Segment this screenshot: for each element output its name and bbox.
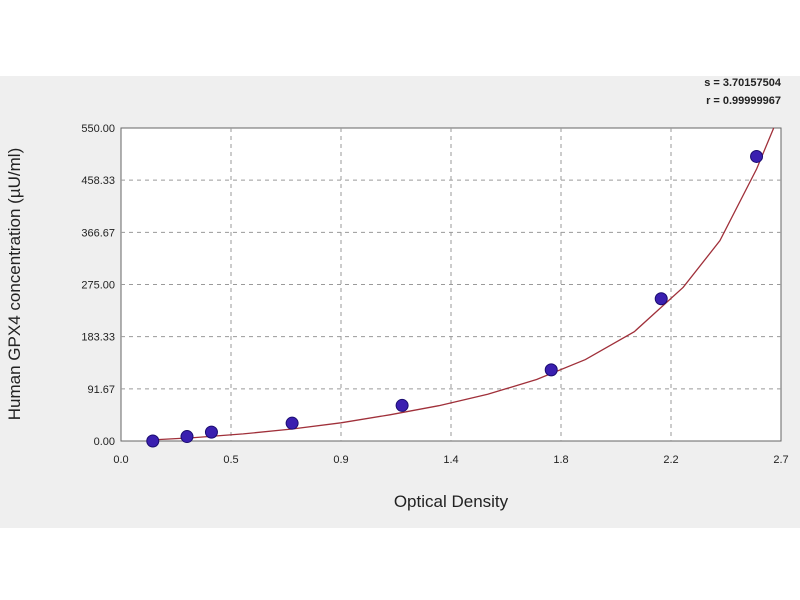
- stats-s-value: s = 3.70157504: [704, 77, 782, 89]
- data-points: [146, 149, 764, 448]
- x-tick-label: 0.5: [223, 454, 238, 466]
- data-point: [750, 149, 764, 163]
- y-tick-label: 366.67: [81, 227, 115, 239]
- x-axis-title: Optical Density: [394, 492, 509, 511]
- y-tick-label: 183.33: [81, 332, 115, 344]
- grid-lines: [121, 128, 781, 441]
- y-tick-label: 458.33: [81, 175, 115, 187]
- data-point: [146, 434, 160, 448]
- y-axis-title: Human GPX4 concentration (µU/ml): [5, 148, 24, 420]
- data-point: [654, 292, 668, 306]
- y-tick-label: 0.00: [94, 436, 115, 448]
- x-tick-label: 1.4: [443, 454, 458, 466]
- chart-svg: s = 3.70157504 r = 0.99999967 0.0 0.5 0.9 1…: [5, 77, 789, 511]
- y-tick-label: 91.67: [87, 384, 115, 396]
- x-tick-labels: 0.0 0.5 0.9 1.4 1.8 2.2 2.7: [113, 454, 788, 466]
- y-tick-label: 550.00: [81, 123, 115, 135]
- x-tick-label: 0.0: [113, 454, 128, 466]
- chart-panel: s = 3.70157504 r = 0.99999967 0.0 0.5 0.9 1…: [0, 76, 800, 528]
- data-point: [285, 416, 299, 430]
- stats-r-value: r = 0.99999967: [706, 95, 781, 107]
- data-point: [204, 425, 218, 439]
- x-tick-label: 1.8: [553, 454, 568, 466]
- fit-curve-line: [152, 127, 775, 441]
- x-tick-label: 2.2: [663, 454, 678, 466]
- x-tick-label: 2.7: [773, 454, 788, 466]
- fit-statistics: s = 3.70157504 r = 0.99999967: [704, 77, 782, 107]
- y-tick-label: 275.00: [81, 280, 115, 292]
- data-point: [544, 363, 558, 377]
- y-tick-labels: 0.00 91.67 183.33 275.00 366.67 458.33 550.00: [81, 123, 115, 448]
- x-tick-label: 0.9: [333, 454, 348, 466]
- data-point: [180, 430, 194, 444]
- data-point: [395, 398, 409, 412]
